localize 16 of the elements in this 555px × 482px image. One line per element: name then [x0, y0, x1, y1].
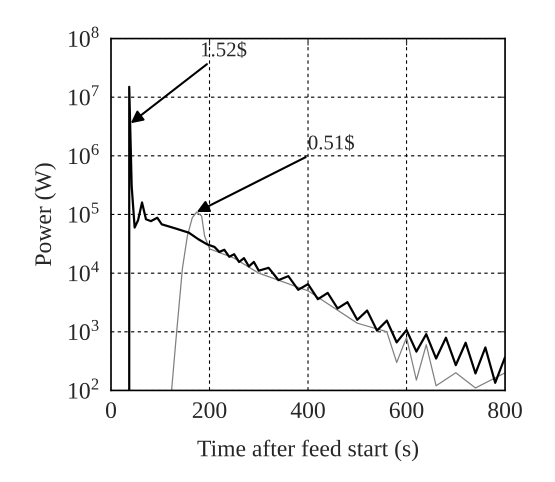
- x-tick-label: 600: [390, 402, 424, 418]
- annotation: 0.51$: [308, 134, 354, 151]
- x-tick-label: 0: [106, 402, 116, 418]
- y-tick-label: 10$^{7}$: [69, 85, 99, 106]
- y-tick-label: 10$^{2}$: [69, 378, 98, 399]
- y-tick-label: 10$^{3}$: [69, 320, 99, 340]
- x-axis-title: Time after feed start (s): [197, 440, 418, 462]
- x-tick-label: 200: [192, 402, 226, 418]
- annotation: 1.52$: [202, 41, 246, 58]
- y-tick-label: 10$^{8}$: [69, 26, 99, 47]
- y-tick-label: 10$^{6}$: [69, 144, 99, 164]
- x-tick-label: 400: [290, 402, 325, 418]
- y-tick-label: 10$^{5}$: [69, 202, 99, 223]
- x-tick-label: 800: [488, 402, 522, 418]
- y-axis-title: Power (W): [34, 163, 56, 266]
- y-tick-label: 10$^{4}$: [69, 261, 99, 282]
